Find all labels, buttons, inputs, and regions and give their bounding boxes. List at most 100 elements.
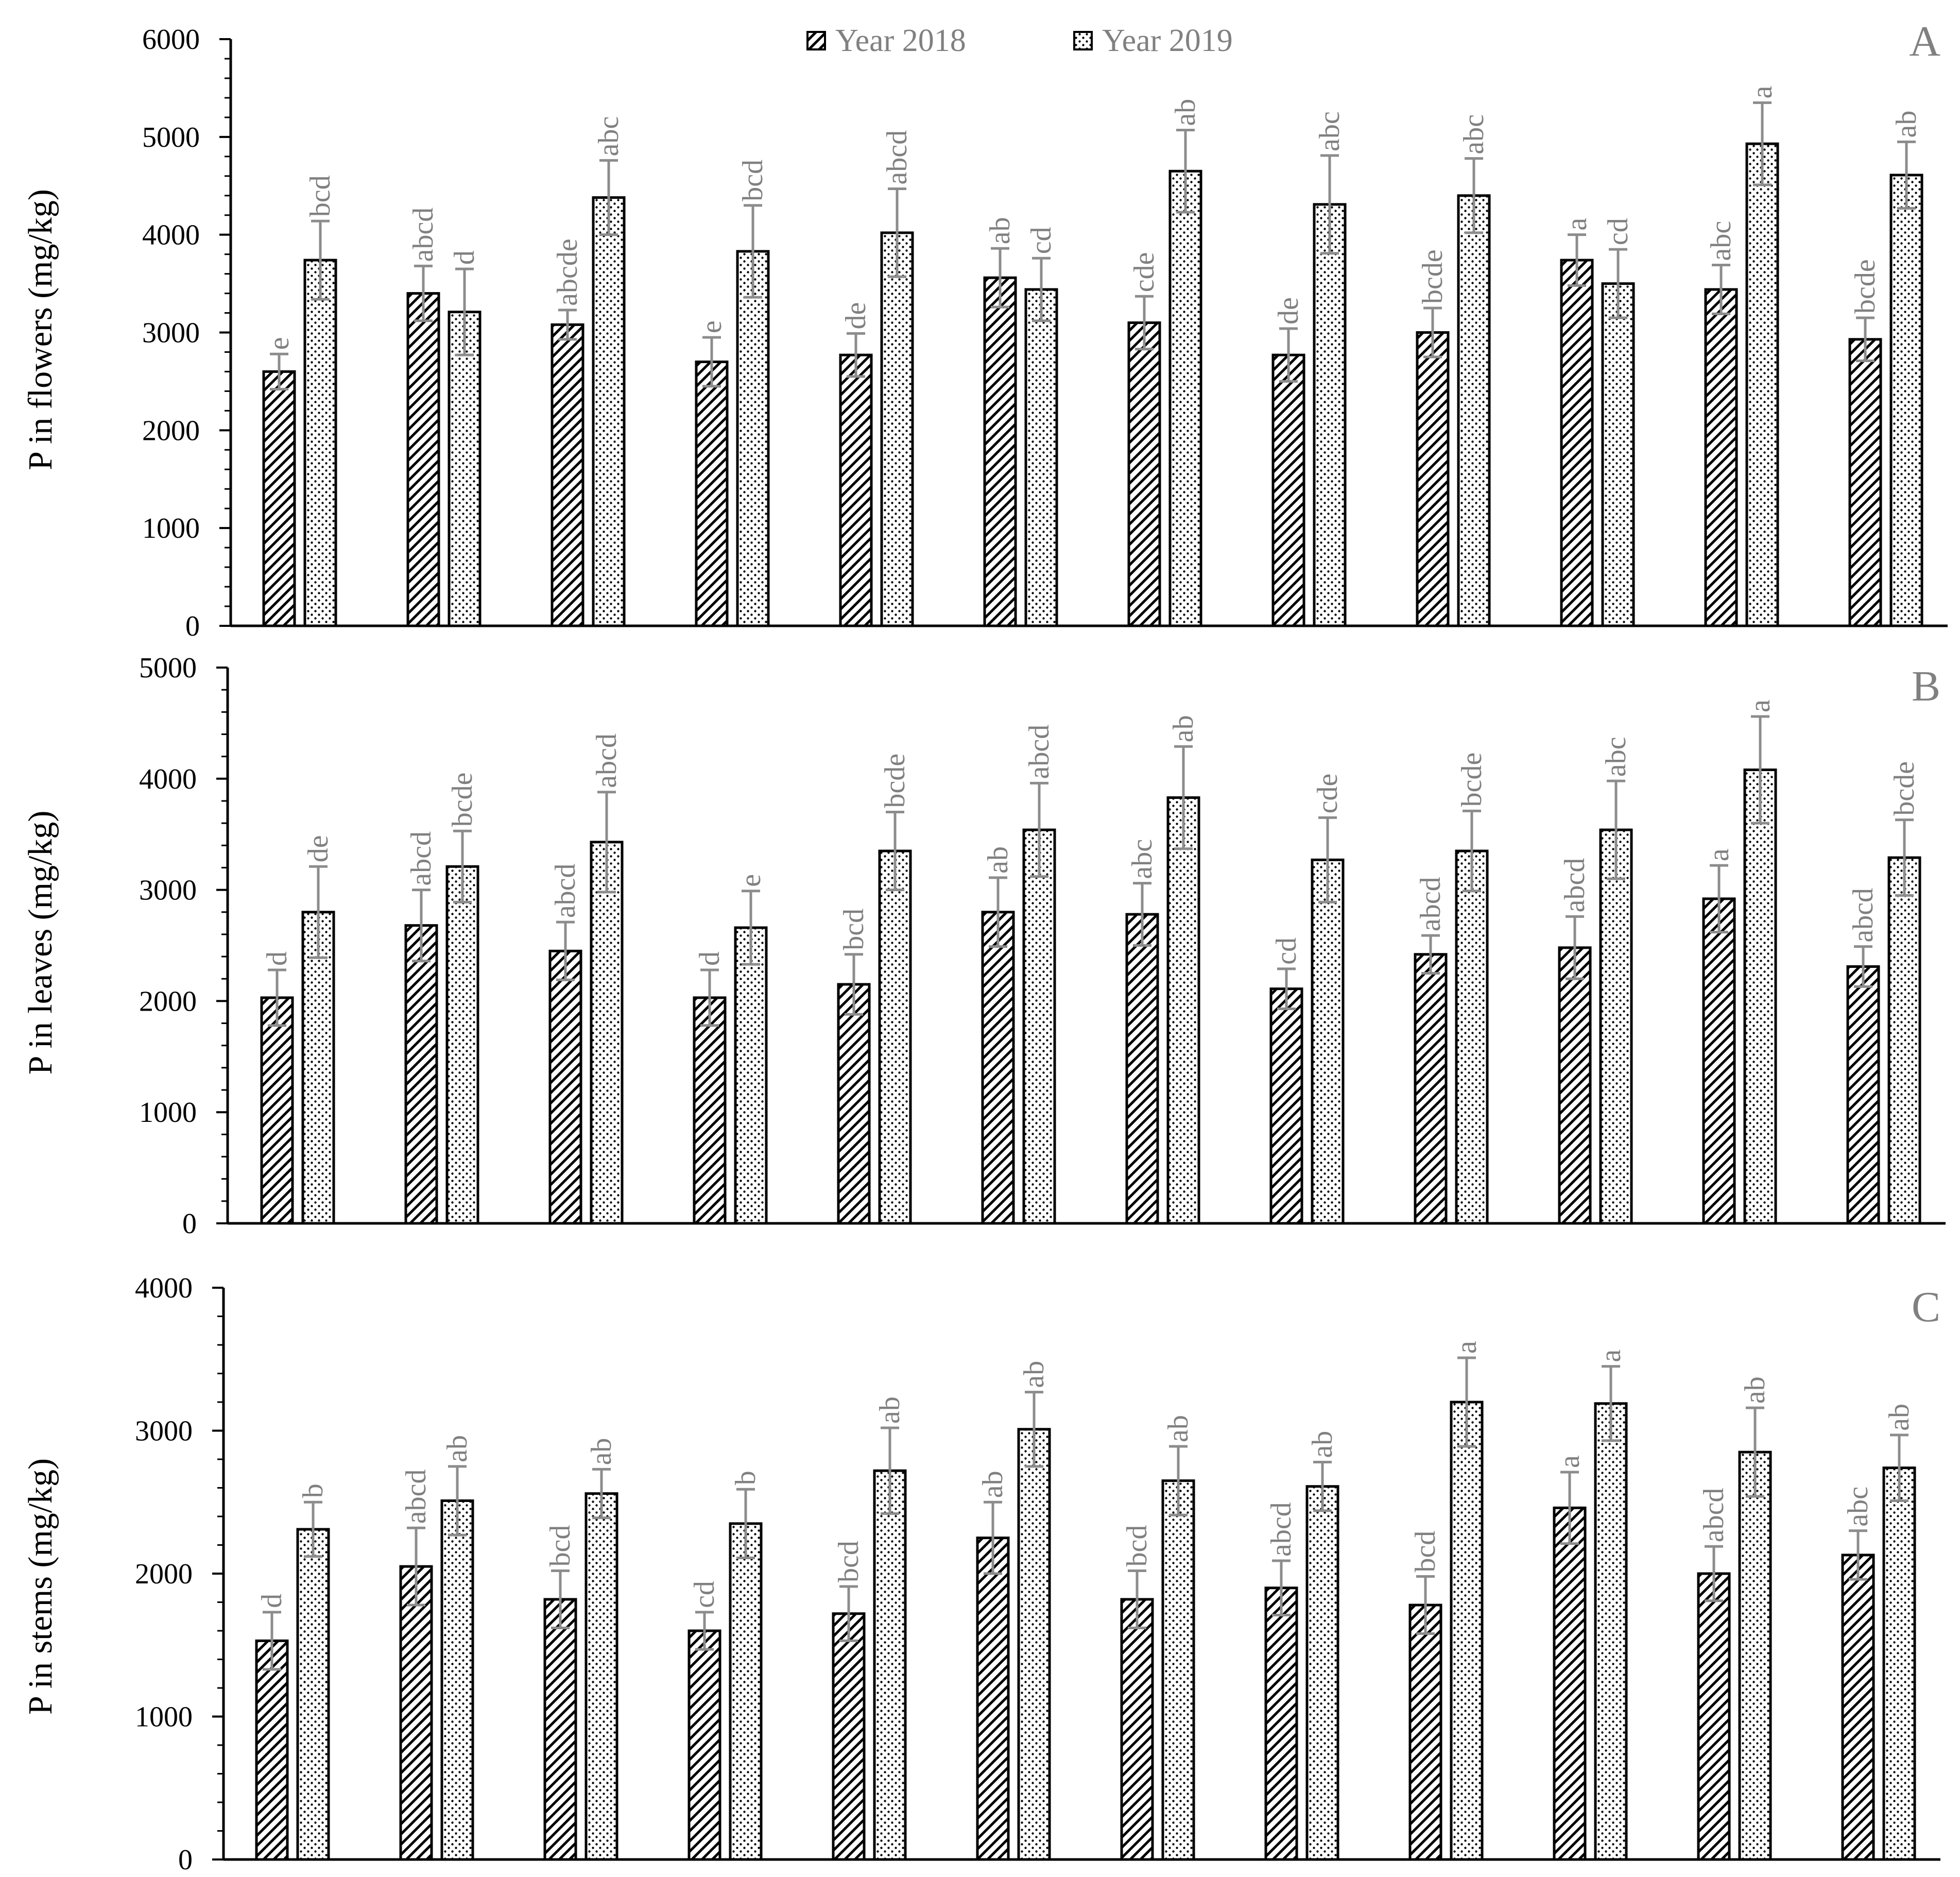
panel-a: P in flowers (mg/kg) A 0 1000 2000 3000 4000… (22, 18, 1948, 642)
panel-a-significance-letter: e (263, 337, 295, 350)
panel-c-bar-2018 (1408, 1603, 1442, 1861)
panel-b-significance-letter: bcde (1888, 761, 1920, 816)
panel-c-bar-2018 (1120, 1598, 1154, 1861)
panel-c-significance-letter: bcd (544, 1525, 576, 1567)
panel-b-significance-letter: de (302, 835, 334, 862)
panel-b-significance-letter: abcd (1415, 877, 1447, 931)
panel-a-bar-2018 (1560, 259, 1594, 627)
panel-c-significance-letter: bcd (1121, 1525, 1153, 1567)
panel-c-significance-letter: a (1554, 1455, 1586, 1468)
panel-b-tick-label: 2000 (139, 985, 197, 1017)
panel-c-bar-2019 (729, 1522, 763, 1861)
panel-b-significance-letter: d (694, 951, 726, 966)
panel-a-bar-2018 (1416, 331, 1450, 627)
legend-label-2018: Year 2018 (835, 23, 966, 58)
panel-a-significance-letter: cde (1128, 252, 1160, 293)
panel-a-significance-letter: abcd (407, 208, 439, 262)
panel-c-tick-label: 0 (178, 1844, 193, 1876)
panel-b-significance-letter: abcd (549, 863, 581, 918)
panel-a-tick-label: 1000 (142, 513, 200, 544)
panel-c-ylabel: P in stems (mg/kg) (22, 1458, 59, 1715)
panel-c-bar-2018 (1697, 1572, 1731, 1861)
panel-b-bar-2019 (1166, 796, 1200, 1225)
panel-b-bar-2019 (1455, 849, 1489, 1225)
panel-c-bar-2019 (1305, 1485, 1339, 1861)
panel-c-bar-2019 (873, 1469, 907, 1861)
panel-a-bar-2019 (736, 250, 770, 627)
panel-a-bar-2018 (983, 276, 1017, 627)
panel-c-significance-letter: d (256, 1594, 288, 1608)
panel-b-tick-label: 3000 (139, 875, 197, 907)
panel-c-significance-letter: ab (441, 1435, 473, 1462)
panel-b-significance-letter: e (735, 874, 767, 887)
panel-a-significance-letter: abcd (881, 130, 913, 185)
panel-b-bar-2019 (590, 841, 624, 1225)
panel-a-ylabel: P in flowers (mg/kg) (22, 189, 59, 470)
panel-c-letter: C (1912, 1283, 1940, 1331)
panel-c-significance-letter: ab (977, 1471, 1009, 1498)
panel-a-bar-2018 (695, 360, 729, 627)
panel-a-significance-letter: bcd (304, 175, 336, 217)
panel-a-significance-letter: ab (1170, 99, 1201, 126)
panel-a-significance-letter: ab (984, 217, 1016, 244)
panel-c-significance-letter: ab (586, 1438, 617, 1465)
panel-b-significance-letter: cde (1312, 774, 1344, 814)
panel-b-bar-2018 (404, 924, 438, 1225)
panel-b-significance-letter: d (261, 951, 293, 966)
panel-c-bar-2019 (1738, 1451, 1772, 1861)
panel-c-significance-letter: ab (1739, 1376, 1771, 1404)
panel-a-letter: A (1909, 18, 1940, 65)
panel-a-significance-letter: abc (1458, 114, 1490, 155)
panel-b-bar-2019 (1599, 828, 1633, 1225)
panel-a-significance-letter: de (1273, 297, 1304, 325)
panel-c-bar-2019 (584, 1492, 618, 1861)
panel-b-bar-2018 (1558, 946, 1592, 1225)
panel-a-bar-2018 (406, 292, 440, 627)
panel-c-significance-letter: b (730, 1471, 762, 1485)
panel-a-significance-letter: a (1746, 86, 1778, 98)
panel-b-significance-letter: abcd (1559, 858, 1591, 913)
panel-c-significance-letter: ab (1306, 1431, 1338, 1458)
legend-swatch-2018 (806, 31, 826, 50)
panel-b-significance-letter: abc (1126, 839, 1158, 879)
panel-b-bar-2019 (878, 849, 912, 1225)
panel-c-significance-letter: abc (1842, 1487, 1874, 1527)
panel-c-bar-2018 (255, 1639, 289, 1861)
panel-b-bar-2018 (981, 911, 1015, 1225)
panel-c-bar-2018 (832, 1612, 866, 1861)
panel-b-ylabel: P in leaves (mg/kg) (22, 811, 59, 1075)
panel-c-significance-letter: abcd (1698, 1488, 1730, 1543)
panel-a-significance-letter: abc (1314, 111, 1346, 151)
panel-c-significance-letter: b (297, 1483, 329, 1498)
panel-a-significance-letter: bcde (1849, 259, 1881, 314)
legend-label-2019: Year 2019 (1102, 23, 1233, 58)
panel-a-significance-letter: bcd (737, 160, 769, 201)
panel-a-tick-label: 5000 (142, 122, 200, 153)
panel-a-bar-2019 (1168, 169, 1202, 627)
panel-b-tick-label: 5000 (139, 652, 197, 684)
panel-a-tick-label: 6000 (142, 24, 200, 56)
panel-c-bar-2018 (1553, 1506, 1587, 1861)
panel-a-bar-2019 (1313, 203, 1347, 627)
panel-a-bar-2018 (839, 353, 873, 627)
panel-a-bar-2019 (1457, 194, 1491, 627)
panel-b-significance-letter: ab (982, 846, 1014, 874)
panel-a-significance-letter: de (840, 302, 872, 330)
panel-a-bar-2019 (303, 259, 337, 627)
panel-c-bar-2019 (1161, 1479, 1195, 1861)
panel-b-significance-letter: cd (1270, 937, 1302, 965)
panel-c-significance-letter: abcd (1265, 1502, 1297, 1557)
panel-b-significance-letter: a (1744, 699, 1776, 712)
panel-b-significance-letter: bcde (446, 773, 478, 827)
panel-b-significance-letter: abcd (405, 831, 437, 886)
panel-a-bar-2019 (592, 196, 626, 627)
panel-a-significance-letter: e (696, 320, 728, 333)
panel-a-significance-letter: ab (1890, 110, 1922, 138)
panel-b-letter: B (1912, 662, 1940, 710)
panel-a-significance-letter: d (449, 250, 480, 265)
panel-c-bar-2018 (543, 1598, 577, 1861)
panel-b-bar-2019 (445, 865, 479, 1225)
panel-a-bar-2018 (1848, 338, 1882, 627)
